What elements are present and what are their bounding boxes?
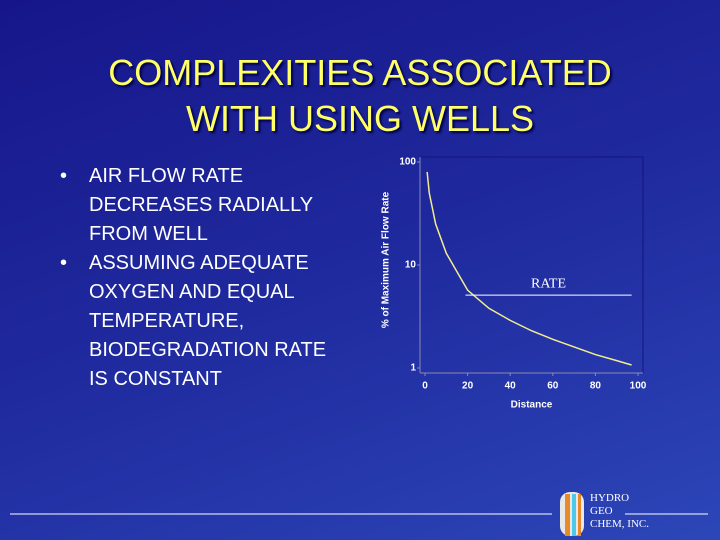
title-line: WITH USING WELLS [185, 98, 535, 139]
x-tick-label: 40 [505, 381, 517, 392]
title-line: COMPLEXITIES ASSOCIATED [108, 52, 612, 93]
x-tick-label: 80 [590, 381, 602, 392]
logo-line: HYDRO [590, 492, 630, 504]
y-tick-label: 100 [399, 157, 416, 168]
y-tick-label: 1 [410, 363, 416, 374]
x-tick-label: 20 [462, 381, 474, 392]
bullet: AIR FLOW RATE DECREASES RADIALLY FROM WE… [60, 162, 344, 249]
rate-label: RATE [531, 276, 566, 291]
logo-line: GEO [590, 505, 613, 517]
bullet-list: AIR FLOW RATE DECREASES RADIALLY FROM WE… [60, 162, 344, 394]
x-tick-label: 100 [630, 381, 647, 392]
x-tick-label: 0 [422, 381, 428, 392]
y-tick-label: 10 [405, 260, 417, 271]
logo-text: HYDRO GEO CHEM, INC. [590, 492, 649, 531]
logo [560, 492, 584, 536]
bullet: ASSUMING ADEQUATE OXYGEN AND EQUAL TEMPE… [60, 249, 344, 394]
y-axis-label: % of Maximum Air Flow Rate [381, 191, 392, 328]
slide-title: COMPLEXITIES ASSOCIATED WITH USING WELLS [0, 50, 720, 142]
logo-line: CHEM, INC. [590, 518, 649, 530]
x-tick-label: 60 [547, 381, 559, 392]
x-axis-label: Distance [511, 400, 553, 411]
data-line [426, 171, 632, 366]
